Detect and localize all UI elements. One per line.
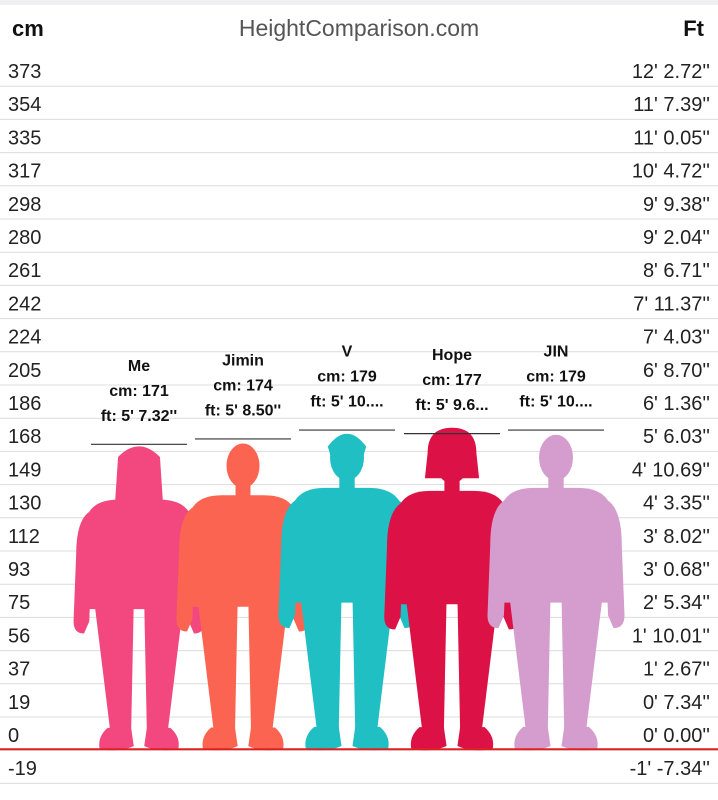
person-figure	[176, 443, 310, 751]
figures	[73, 427, 625, 751]
cm-axis-header: cm	[12, 16, 44, 41]
tick-label-ft: 2' 5.34''	[643, 592, 710, 614]
tick-label-cm: -19	[8, 758, 37, 780]
tick-label-ft: 3' 0.68''	[643, 559, 710, 581]
tick-label-cm: 261	[8, 260, 41, 282]
tick-label-cm: 112	[8, 526, 40, 548]
person-height-cm: cm: 177	[422, 372, 482, 389]
tick-labels: 373 12' 2.72'' 354 11' 7.39'' 335 11' 0.05'' 3…	[8, 61, 710, 780]
figure-labels: Me cm: 171 ft: 5' 7.32'' Jimin cm: 174 ft: 5'…	[91, 344, 604, 445]
person-name: Jimin	[222, 352, 264, 369]
person-height-ft: ft: 5' 10....	[519, 394, 592, 411]
tick-label-ft: 9' 9.38''	[643, 194, 710, 216]
tick-label-ft: 5' 6.03''	[643, 426, 710, 448]
tick-label-cm: 93	[8, 559, 30, 581]
person-figure	[73, 446, 205, 751]
person-height-cm: cm: 171	[109, 383, 169, 400]
ft-axis-header: Ft	[683, 16, 704, 41]
person-name: Me	[128, 358, 150, 375]
tick-label-cm: 37	[8, 659, 30, 681]
person-name: JIN	[544, 344, 569, 361]
person-height-ft: ft: 5' 9.6...	[415, 397, 488, 414]
tick-label-ft: 10' 4.72''	[632, 161, 710, 183]
tick-label-cm: 130	[8, 493, 41, 515]
tick-label-cm: 186	[8, 393, 41, 415]
tick-label-ft: 11' 7.39''	[633, 94, 710, 116]
site-title: HeightComparison.com	[238, 15, 480, 41]
tick-label-cm: 242	[8, 293, 41, 315]
tick-label-cm: 205	[8, 360, 41, 382]
tick-label-ft: 11' 0.05''	[633, 127, 710, 149]
person-height-cm: cm: 179	[526, 369, 586, 386]
tick-label-ft: 1' 10.01''	[632, 625, 710, 647]
person-height-ft: ft: 5' 10....	[310, 394, 383, 411]
tick-label-cm: 56	[8, 625, 30, 647]
tick-label-ft: 4' 10.69''	[632, 459, 710, 481]
tick-label-ft: 4' 3.35''	[643, 493, 710, 515]
tick-label-cm: 298	[8, 194, 41, 216]
person-figure	[487, 434, 625, 751]
tick-label-cm: 149	[8, 459, 41, 481]
tick-label-cm: 373	[8, 61, 41, 83]
tick-label-cm: 354	[8, 94, 41, 116]
tick-label-cm: 280	[8, 227, 41, 249]
tick-label-cm: 317	[8, 161, 41, 183]
tick-label-cm: 224	[8, 327, 41, 349]
person-height-cm: cm: 179	[317, 369, 377, 386]
tick-label-cm: 19	[8, 692, 30, 714]
tick-label-ft: 9' 2.04''	[643, 227, 710, 249]
person-name: Hope	[432, 347, 472, 364]
tick-label-ft: 3' 8.02''	[643, 526, 710, 548]
person-height-ft: ft: 5' 8.50''	[205, 402, 281, 419]
tick-label-ft: 1' 2.67''	[643, 659, 710, 681]
tick-label-ft: 0' 0.00''	[643, 725, 710, 747]
tick-label-cm: 168	[8, 426, 41, 448]
tick-label-ft: 7' 11.37''	[633, 293, 710, 315]
tick-label-ft: 6' 8.70''	[643, 360, 710, 382]
person-height-ft: ft: 5' 7.32''	[101, 408, 177, 425]
tick-label-ft: 0' 7.34''	[643, 692, 710, 714]
tick-label-ft: 12' 2.72''	[632, 61, 710, 83]
tick-label-ft: 7' 4.03''	[643, 327, 710, 349]
person-height-cm: cm: 174	[213, 377, 273, 394]
tick-label-ft: 6' 1.36''	[643, 393, 710, 415]
tick-label-cm: 0	[8, 725, 19, 747]
tick-label-cm: 335	[8, 127, 41, 149]
tick-label-cm: 75	[8, 592, 30, 614]
top-strip	[0, 0, 718, 5]
person-name: V	[342, 344, 353, 361]
tick-label-ft: 8' 6.71''	[643, 260, 710, 282]
tick-label-ft: -1' -7.34''	[630, 758, 710, 780]
